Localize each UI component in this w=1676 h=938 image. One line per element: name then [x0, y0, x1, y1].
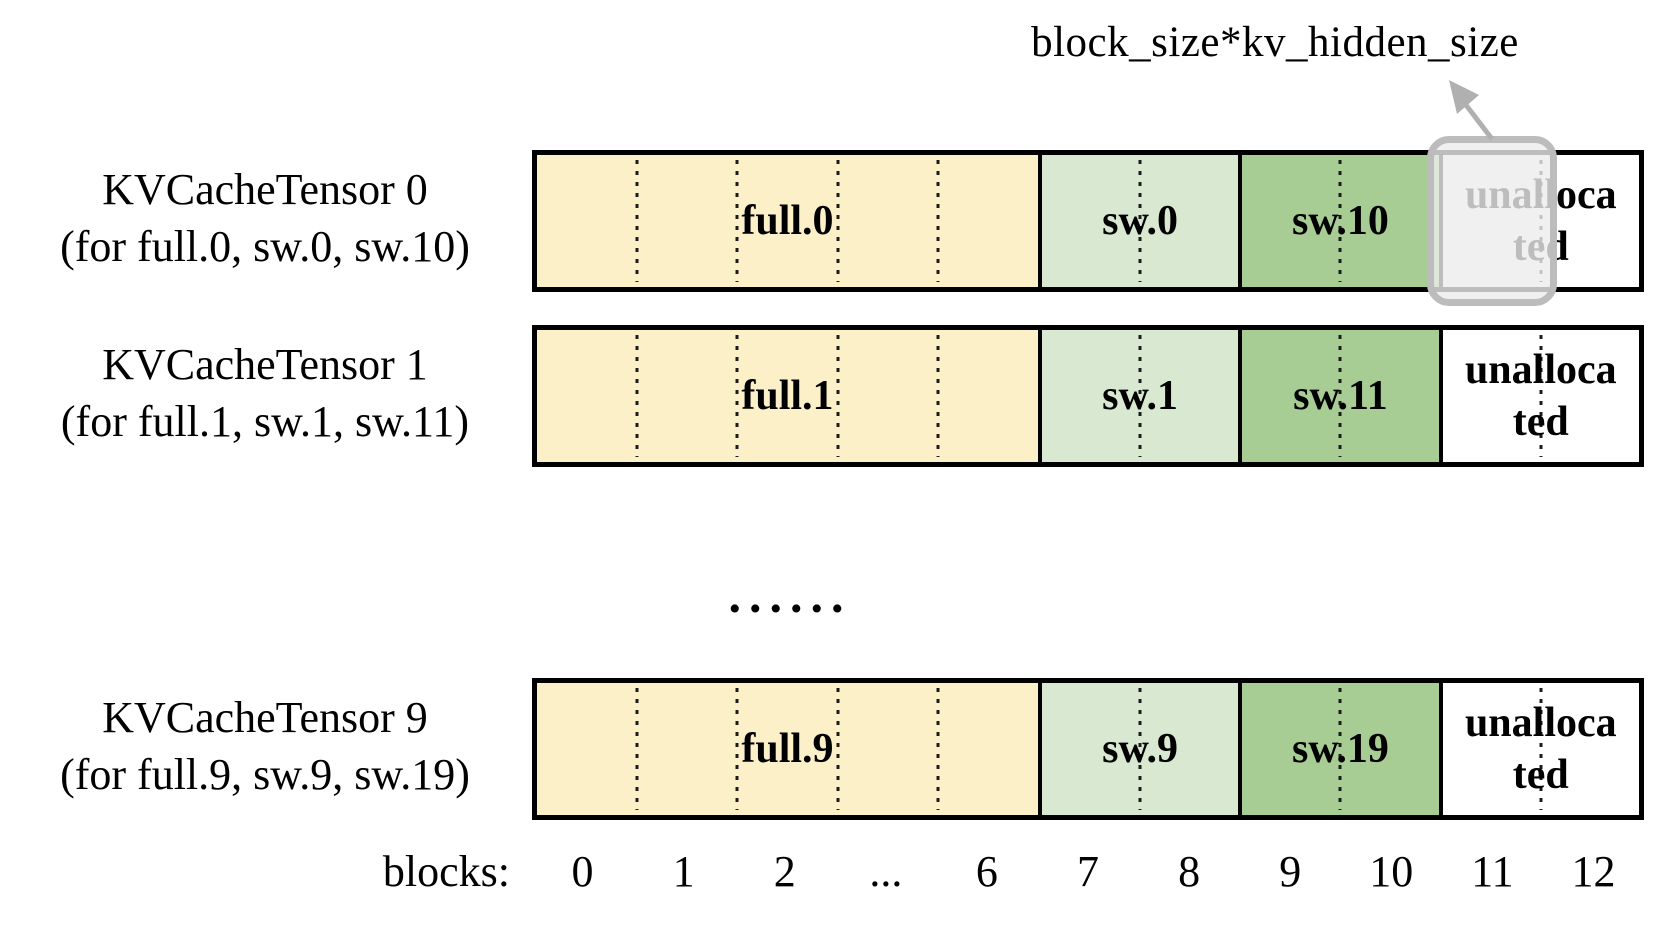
- segment-label: unalloca ted: [1465, 344, 1617, 448]
- axis-tick: 10: [1369, 847, 1414, 896]
- block-divider-dotted: [1539, 335, 1543, 457]
- segment-label: sw.9: [1102, 726, 1179, 772]
- segment-sw-a: sw.1: [1037, 330, 1239, 462]
- segment-label: full.0: [741, 198, 834, 244]
- block-size-annotation: block_size*kv_hidden_size: [1031, 19, 1519, 66]
- segment-sw-a: sw.9: [1037, 683, 1239, 815]
- segment-label: full.1: [741, 373, 834, 419]
- block-divider-dotted: [1138, 160, 1142, 282]
- block-divider-dotted: [635, 688, 639, 810]
- unallocated-line2: ted: [1512, 399, 1569, 445]
- segment-label: sw.10: [1292, 198, 1389, 244]
- block-divider-dotted: [735, 160, 739, 282]
- block-divider-dotted: [1138, 335, 1142, 457]
- block-divider-dotted: [836, 160, 840, 282]
- segment-unallocated: unalloca ted: [1438, 683, 1639, 815]
- segment-label: unalloca ted: [1465, 697, 1617, 801]
- kv-cache-tensor-9-bar: full.9 sw.9 sw.19 unalloca ted: [532, 678, 1644, 820]
- segment-sw-b: sw.11: [1238, 330, 1439, 462]
- row-subtitle: (for full.1, sw.1, sw.11): [60, 397, 470, 446]
- row-label-tensor-1: KVCacheTensor 1 (for full.1, sw.1, sw.11…: [20, 336, 510, 450]
- unallocated-line1: unalloca: [1464, 700, 1617, 746]
- block-divider-dotted: [1539, 688, 1543, 810]
- kv-cache-tensor-1-bar: full.1 sw.1 sw.11 unalloca ted: [532, 325, 1644, 467]
- segment-label: full.9: [741, 726, 834, 772]
- segment-unallocated: unalloca ted: [1438, 330, 1639, 462]
- axis-tick: 11: [1471, 847, 1514, 896]
- segment-label: sw.19: [1292, 726, 1389, 772]
- row-label-tensor-9: KVCacheTensor 9 (for full.9, sw.9, sw.19…: [20, 689, 510, 803]
- row-subtitle: (for full.0, sw.0, sw.10): [60, 222, 470, 271]
- rows-ellipsis: ......: [728, 567, 852, 623]
- axis-tick: 0: [571, 847, 594, 896]
- block-divider-dotted: [936, 688, 940, 810]
- segment-label: sw.0: [1102, 198, 1179, 244]
- segment-full: full.1: [537, 330, 1038, 462]
- highlight-box: [1427, 136, 1557, 306]
- unallocated-line1: unalloca: [1464, 347, 1617, 393]
- axis-tick: 12: [1571, 847, 1616, 896]
- block-divider-dotted: [1138, 688, 1142, 810]
- axis-tick: 2: [773, 847, 796, 896]
- block-divider-dotted: [1338, 160, 1342, 282]
- block-index-axis: 0 1 2 ... 6 7 8 9 10 11 12: [532, 846, 1644, 902]
- segment-sw-b: sw.19: [1238, 683, 1439, 815]
- row-title: KVCacheTensor 0: [102, 165, 428, 214]
- axis-tick: ...: [869, 847, 903, 896]
- block-divider-dotted: [1338, 688, 1342, 810]
- axis-tick: 8: [1178, 847, 1201, 896]
- block-divider-dotted: [936, 335, 940, 457]
- block-divider-dotted: [635, 335, 639, 457]
- row-title: KVCacheTensor 9: [102, 693, 428, 742]
- row-label-tensor-0: KVCacheTensor 0 (for full.0, sw.0, sw.10…: [20, 161, 510, 275]
- axis-label-blocks: blocks:: [382, 847, 510, 896]
- segment-label: sw.11: [1293, 373, 1388, 419]
- segment-label: sw.1: [1102, 373, 1179, 419]
- block-divider-dotted: [936, 160, 940, 282]
- block-divider-dotted: [836, 335, 840, 457]
- axis-tick: 7: [1077, 847, 1100, 896]
- block-divider-dotted: [735, 335, 739, 457]
- block-divider-dotted: [836, 688, 840, 810]
- unallocated-line2: ted: [1512, 752, 1569, 798]
- axis-tick: 9: [1279, 847, 1302, 896]
- block-divider-dotted: [735, 688, 739, 810]
- segment-full: full.9: [537, 683, 1038, 815]
- axis-tick: 6: [975, 847, 998, 896]
- segment-sw-a: sw.0: [1037, 155, 1239, 287]
- segment-full: full.0: [537, 155, 1038, 287]
- block-divider-dotted: [635, 160, 639, 282]
- axis-tick: 1: [672, 847, 695, 896]
- row-subtitle: (for full.9, sw.9, sw.19): [60, 750, 470, 799]
- row-title: KVCacheTensor 1: [102, 340, 428, 389]
- block-divider-dotted: [1338, 335, 1342, 457]
- segment-sw-b: sw.10: [1238, 155, 1439, 287]
